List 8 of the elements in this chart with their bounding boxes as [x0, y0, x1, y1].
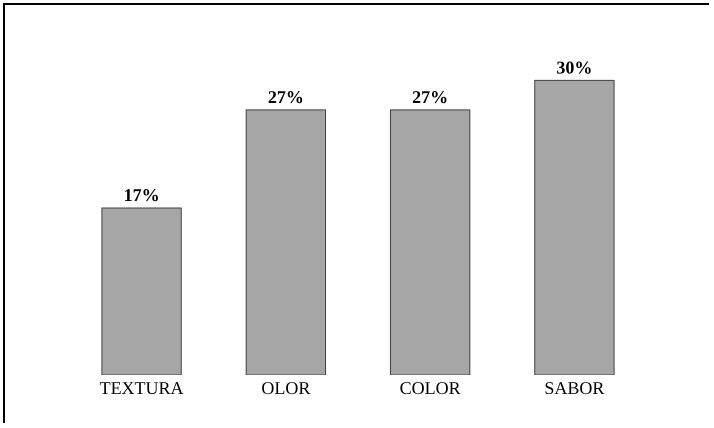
data-label: 30%	[556, 57, 592, 78]
x-tick-label: COLOR	[400, 378, 461, 398]
x-tick-label: OLOR	[261, 378, 310, 398]
data-label: 17%	[124, 185, 160, 206]
data-label: 27%	[268, 86, 304, 107]
x-tick-label: SABOR	[544, 378, 604, 398]
data-label: 27%	[412, 86, 448, 107]
x-tick-label: TEXTURA	[100, 378, 184, 398]
